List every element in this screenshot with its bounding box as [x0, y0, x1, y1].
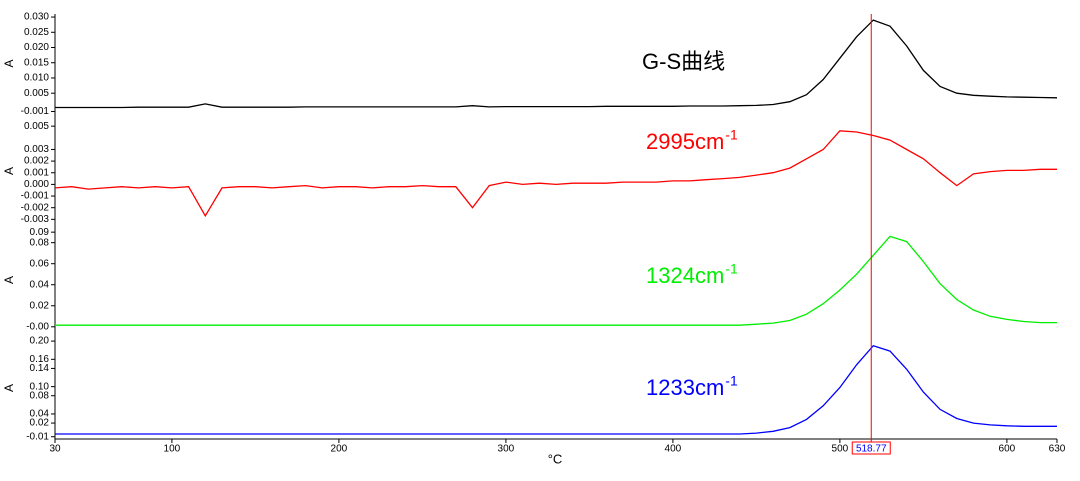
x-tick-label: 630 — [1049, 444, 1066, 455]
y-tick-label: 0.14 — [30, 363, 50, 374]
curve-label-superscript: -1 — [725, 261, 738, 277]
y-tick-label: -0.003 — [21, 214, 50, 225]
y-tick-label: 0.001 — [24, 167, 49, 178]
y-tick-label: 0.02 — [30, 418, 50, 429]
x-tick-label: 100 — [164, 444, 181, 455]
data-line — [55, 19, 1058, 109]
y-tick-label: 0.09 — [30, 227, 50, 238]
x-tick-label: 500 — [832, 444, 849, 455]
x-tick-label: 200 — [331, 444, 348, 455]
y-tick-label: 0.20 — [30, 336, 50, 347]
y-tick-label: -0.01 — [26, 431, 49, 442]
y-tick-label: 0.002 — [24, 156, 49, 167]
y-tick-label: 0.06 — [30, 258, 50, 269]
y-tick-label: 0.025 — [24, 27, 49, 38]
y-tick-label: 0.04 — [30, 409, 50, 420]
y-axis-label: A — [2, 167, 16, 175]
y-tick-label: 0.015 — [24, 57, 49, 68]
curve-label: 1233cm — [646, 375, 724, 400]
x-tick-label: 600 — [999, 444, 1016, 455]
y-tick-label: -0.001 — [21, 106, 50, 117]
y-tick-label: 0.005 — [24, 88, 49, 99]
curve-label-superscript: -1 — [725, 373, 738, 389]
y-tick-label: 0.08 — [30, 390, 50, 401]
y-tick-label: 0.000 — [24, 179, 49, 190]
data-line — [54, 130, 1057, 218]
curve-label-superscript: -1 — [725, 127, 738, 143]
y-tick-label: 0.16 — [30, 354, 50, 365]
curve-label: 2995cm — [646, 129, 724, 154]
x-tick-label: 300 — [498, 444, 515, 455]
curve-label: G-S曲线 — [642, 49, 725, 74]
y-axis-label: A — [2, 384, 16, 392]
x-axis-label: °C — [548, 451, 563, 466]
y-tick-label: 0.003 — [24, 144, 49, 155]
y-tick-label: -0.002 — [21, 202, 50, 213]
x-tick-label: 30 — [49, 444, 61, 455]
data-line — [55, 235, 1057, 326]
curve-label: 1324cm — [646, 263, 724, 288]
y-tick-label: 0.10 — [30, 381, 50, 392]
cursor-label: 518.77 — [856, 444, 887, 455]
x-tick-label: 400 — [665, 444, 682, 455]
y-tick-label: -0.00 — [26, 321, 49, 332]
y-tick-label: 0.02 — [30, 300, 50, 311]
y-tick-label: 0.030 — [24, 12, 49, 23]
data-line — [55, 344, 1057, 435]
y-tick-label: -0.001 — [21, 191, 50, 202]
cursor-box — [851, 441, 891, 455]
y-axis-label: A — [2, 276, 16, 284]
y-tick-label: 0.005 — [24, 121, 49, 132]
y-axis-label: A — [2, 59, 16, 67]
y-tick-label: 0.020 — [24, 42, 49, 53]
y-tick-label: 0.04 — [30, 279, 50, 290]
y-tick-label: 0.010 — [24, 73, 49, 84]
y-tick-label: 0.08 — [30, 237, 50, 248]
